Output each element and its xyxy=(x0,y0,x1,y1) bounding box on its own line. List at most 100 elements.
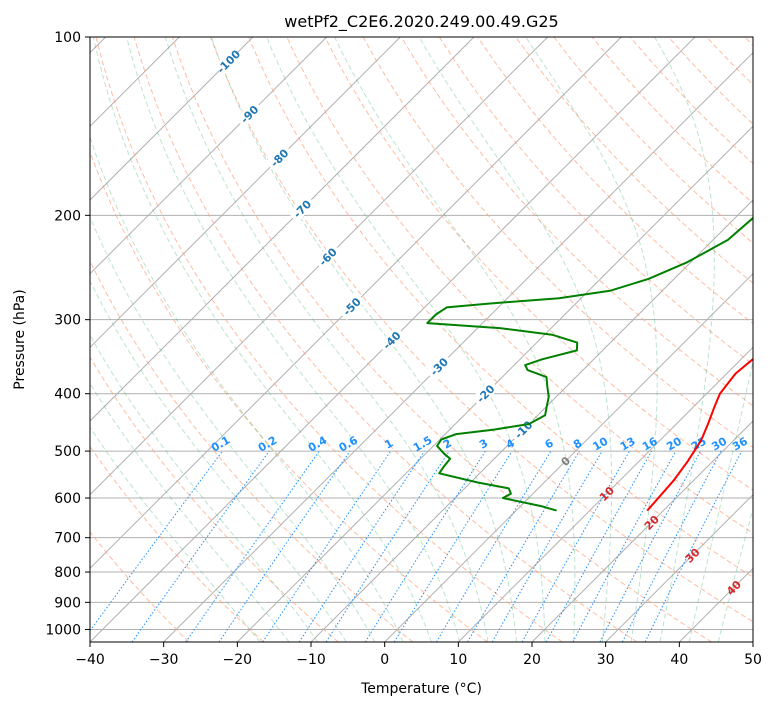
moist-adiabat xyxy=(654,37,715,642)
dry-adiabat-label-bg xyxy=(235,100,263,128)
moist-adiabat xyxy=(90,334,319,642)
y-tick-label: 1000 xyxy=(45,622,81,638)
moist-adiabat xyxy=(90,382,290,642)
isotherm-line xyxy=(90,37,622,570)
mixing-ratio-label: 6 xyxy=(543,436,556,451)
moist-adiabat xyxy=(266,37,546,642)
moist-adiabat xyxy=(92,37,432,642)
x-tick-label: 20 xyxy=(523,652,541,668)
mixing-ratio-line xyxy=(131,450,270,642)
moist-adiabat xyxy=(90,135,404,642)
mixing-ratio-label: 1 xyxy=(382,437,395,452)
dry-adiabat xyxy=(324,37,753,491)
dry-adiabat xyxy=(400,37,753,407)
moist-adiabat xyxy=(418,37,613,642)
moist-adiabat xyxy=(126,37,461,642)
mixing-ratio-line xyxy=(521,450,630,642)
moist-adiabat xyxy=(210,37,517,642)
y-tick-label: 700 xyxy=(54,531,81,547)
dry-adiabat xyxy=(515,37,753,284)
isotherm-line xyxy=(163,51,753,642)
x-tick-label: 30 xyxy=(597,652,615,668)
y-tick-label: 300 xyxy=(54,313,81,329)
isotherm-line xyxy=(752,641,753,642)
mixing-ratio-line xyxy=(262,450,392,642)
y-tick-label: 400 xyxy=(54,387,81,403)
moist-adiabat xyxy=(164,37,489,642)
dry-adiabat-label-bg xyxy=(337,292,366,320)
mixing-ratio-label: 3 xyxy=(477,437,490,452)
dry-adiabat-label-bg xyxy=(471,379,500,408)
dry-adiabat-label-bg xyxy=(288,194,316,223)
dry-adiabat xyxy=(90,445,264,642)
isotherm-line xyxy=(236,125,753,642)
isotherm-lines xyxy=(90,37,753,642)
sounding-series xyxy=(426,216,753,512)
isotherm-line xyxy=(90,37,475,422)
isobar-gridlines xyxy=(90,37,753,630)
isotherm-line xyxy=(90,37,328,275)
dry-adiabat xyxy=(706,37,753,86)
dry-adiabat-label-bg xyxy=(424,352,453,381)
mixing-ratio-line xyxy=(572,450,677,642)
moist-adiabat-label: 20 xyxy=(642,513,662,533)
mixing-ratio-line xyxy=(325,450,450,642)
plot-frame xyxy=(89,36,754,643)
mixing-ratio-line xyxy=(364,450,486,642)
mixing-ratio-line xyxy=(621,450,722,642)
y-axis-label: Pressure (hPa) xyxy=(12,289,28,389)
moist-adiabat xyxy=(90,215,376,642)
temperature-line xyxy=(646,357,753,512)
y-tick-label: 800 xyxy=(54,565,81,581)
dry-adiabat xyxy=(591,37,753,204)
isotherm-line xyxy=(90,37,401,349)
moist-adiabat-label: 40 xyxy=(724,578,744,598)
moist-adiabat-label: 0 xyxy=(559,454,574,469)
mixing-ratio-line xyxy=(90,450,223,632)
dry-adiabat xyxy=(90,259,414,642)
mixing-ratio-line xyxy=(644,450,743,642)
y-tick-label: 500 xyxy=(54,444,81,460)
isotherm-line xyxy=(384,272,753,642)
moist-adiabats xyxy=(90,37,753,642)
x-axis-ticks: −40 −30 −20 −10 0 10 20 30 40 50 xyxy=(75,642,762,668)
y-tick-label: 100 xyxy=(54,30,81,46)
dry-adiabat-label-bg xyxy=(377,326,406,354)
mixing-ratio-line xyxy=(218,450,351,642)
dry-adiabat-labels: -100-90-80-70-60-50-40-30-20-10 xyxy=(214,47,537,444)
y-tick-label: 900 xyxy=(54,595,81,611)
isotherm-line xyxy=(90,37,254,201)
isotherm-line xyxy=(310,199,753,642)
x-tick-label: −20 xyxy=(223,652,253,668)
dry-adiabat xyxy=(133,37,638,642)
dry-adiabat xyxy=(668,37,753,125)
y-tick-label: 600 xyxy=(54,491,81,507)
moist-adiabat xyxy=(334,37,576,642)
dry-adiabat xyxy=(744,37,753,47)
mixing-ratio-line xyxy=(185,450,320,642)
x-tick-label: 10 xyxy=(449,652,467,668)
moist-adiabat xyxy=(525,37,658,642)
dry-adiabat xyxy=(438,37,753,366)
dry-adiabat xyxy=(90,150,488,642)
dry-adiabat xyxy=(477,37,753,325)
mixing-ratio-line xyxy=(298,450,425,642)
moist-adiabat xyxy=(688,358,753,642)
x-tick-label: 0 xyxy=(380,652,389,668)
dry-adiabat xyxy=(553,37,753,244)
plot-area: -100-90-80-70-60-50-40-30-20-10 0.1 0.2 0.… xyxy=(90,37,753,642)
isotherm-line xyxy=(457,346,753,642)
isotherm-line xyxy=(531,420,753,642)
dry-adiabat xyxy=(210,37,753,623)
dry-adiabat xyxy=(95,37,563,642)
x-tick-label: −30 xyxy=(149,652,179,668)
moist-adiabat xyxy=(717,506,753,642)
y-tick-label: 200 xyxy=(54,208,81,224)
x-tick-label: 50 xyxy=(744,652,762,668)
mixing-ratio-line xyxy=(545,450,653,642)
dry-adiabat-label-bg xyxy=(265,143,293,172)
y-axis-ticks: 100 200 300 400 500 600 700 800 900 1000 xyxy=(45,30,90,638)
x-tick-label: 40 xyxy=(670,652,688,668)
mixing-ratio-line xyxy=(599,450,701,642)
